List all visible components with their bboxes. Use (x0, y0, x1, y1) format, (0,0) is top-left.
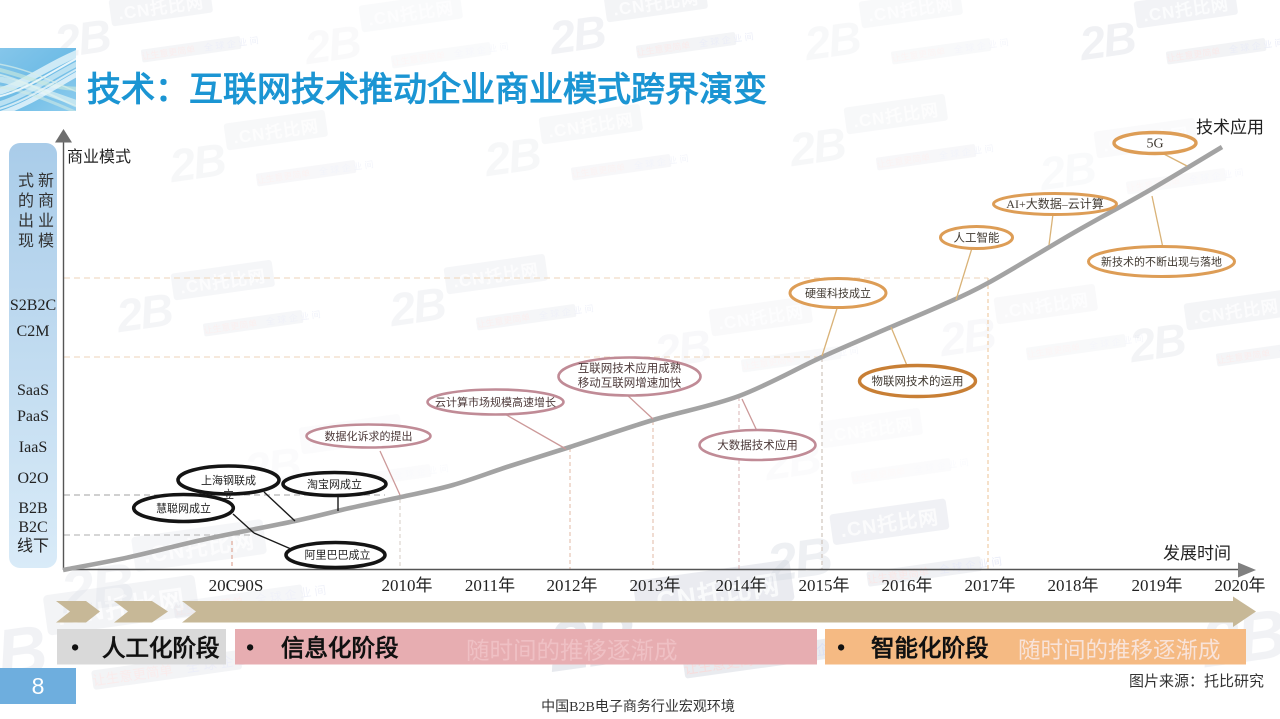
svg-text:O2O: O2O (17, 470, 48, 487)
svg-text:上海钢联成: 上海钢联成 (201, 473, 256, 487)
svg-text:线下: 线下 (17, 537, 49, 555)
svg-text:物联网技术的运用: 物联网技术的运用 (872, 374, 964, 388)
svg-text:模: 模 (38, 232, 54, 250)
svg-text:随时间的推移逐渐成: 随时间的推移逐渐成 (1018, 638, 1221, 663)
svg-text:淘宝网成立: 淘宝网成立 (307, 477, 362, 491)
svg-text:大数据技术应用: 大数据技术应用 (717, 438, 798, 452)
svg-text:2016年: 2016年 (882, 576, 933, 595)
svg-text:2014年: 2014年 (716, 576, 767, 595)
svg-text:2010年: 2010年 (382, 576, 433, 595)
svg-text:信息化阶段: 信息化阶段 (281, 634, 399, 662)
svg-text:IaaS: IaaS (19, 439, 47, 456)
svg-text:新: 新 (38, 172, 54, 190)
svg-text:阿里巴巴成立: 阿里巴巴成立 (305, 548, 371, 562)
svg-text:2015年: 2015年 (799, 576, 850, 595)
svg-text:云计算市场规模高速增长: 云计算市场规模高速增长 (435, 395, 556, 409)
svg-text:式: 式 (18, 172, 34, 190)
svg-text:2011年: 2011年 (465, 576, 515, 595)
svg-text:B2B: B2B (18, 500, 47, 517)
svg-text:B2C: B2C (18, 519, 47, 536)
svg-text:业: 业 (38, 212, 54, 230)
svg-text:数据化诉求的提出: 数据化诉求的提出 (325, 429, 413, 443)
svg-text:2018年: 2018年 (1048, 576, 1099, 595)
svg-text:2020年: 2020年 (1215, 576, 1266, 595)
svg-text:的: 的 (18, 192, 34, 210)
svg-text:SaaS: SaaS (17, 382, 49, 399)
svg-text:2012年: 2012年 (547, 576, 598, 595)
svg-text:立: 立 (223, 487, 234, 501)
svg-text:5G: 5G (1146, 137, 1163, 152)
svg-text:2017年: 2017年 (965, 576, 1016, 595)
svg-text:2019年: 2019年 (1132, 576, 1183, 595)
svg-text:慧聪网成立: 慧聪网成立 (156, 501, 211, 515)
svg-text:新技术的不断出现与落地: 新技术的不断出现与落地 (1101, 255, 1222, 269)
svg-text:PaaS: PaaS (17, 408, 49, 425)
svg-text:技术应用: 技术应用 (1196, 118, 1264, 137)
svg-text:移动互联网增速加快: 移动互联网增速加快 (578, 376, 682, 390)
svg-text:商: 商 (38, 192, 54, 210)
svg-text:发展时间: 发展时间 (1163, 544, 1231, 563)
svg-text:随时间的推移逐渐成: 随时间的推移逐渐成 (466, 638, 678, 665)
svg-text:中国B2B电子商务行业宏观环境: 中国B2B电子商务行业宏观环境 (541, 699, 735, 715)
svg-text:2013年: 2013年 (630, 576, 681, 595)
svg-text:现: 现 (18, 233, 34, 250)
svg-text:C2M: C2M (17, 323, 50, 340)
svg-text:•: • (71, 635, 79, 661)
svg-text:智能化阶段: 智能化阶段 (871, 634, 989, 662)
svg-text:互联网技术应用成熟: 互联网技术应用成熟 (578, 361, 682, 375)
svg-text:图片来源：托比研究: 图片来源：托比研究 (1129, 673, 1264, 690)
svg-text:20C90S: 20C90S (209, 576, 264, 595)
svg-text:人工智能: 人工智能 (954, 231, 1000, 245)
svg-text:硬蛋科技成立: 硬蛋科技成立 (805, 286, 871, 300)
svg-text:S2B2C: S2B2C (10, 297, 56, 314)
svg-text:•: • (837, 635, 845, 661)
svg-text:商业模式: 商业模式 (67, 148, 131, 166)
svg-text:人工化阶段: 人工化阶段 (102, 634, 220, 662)
svg-text:•: • (246, 635, 254, 661)
svg-text:出: 出 (18, 212, 34, 230)
svg-text:AI+大数据–云计算: AI+大数据–云计算 (1006, 196, 1103, 211)
